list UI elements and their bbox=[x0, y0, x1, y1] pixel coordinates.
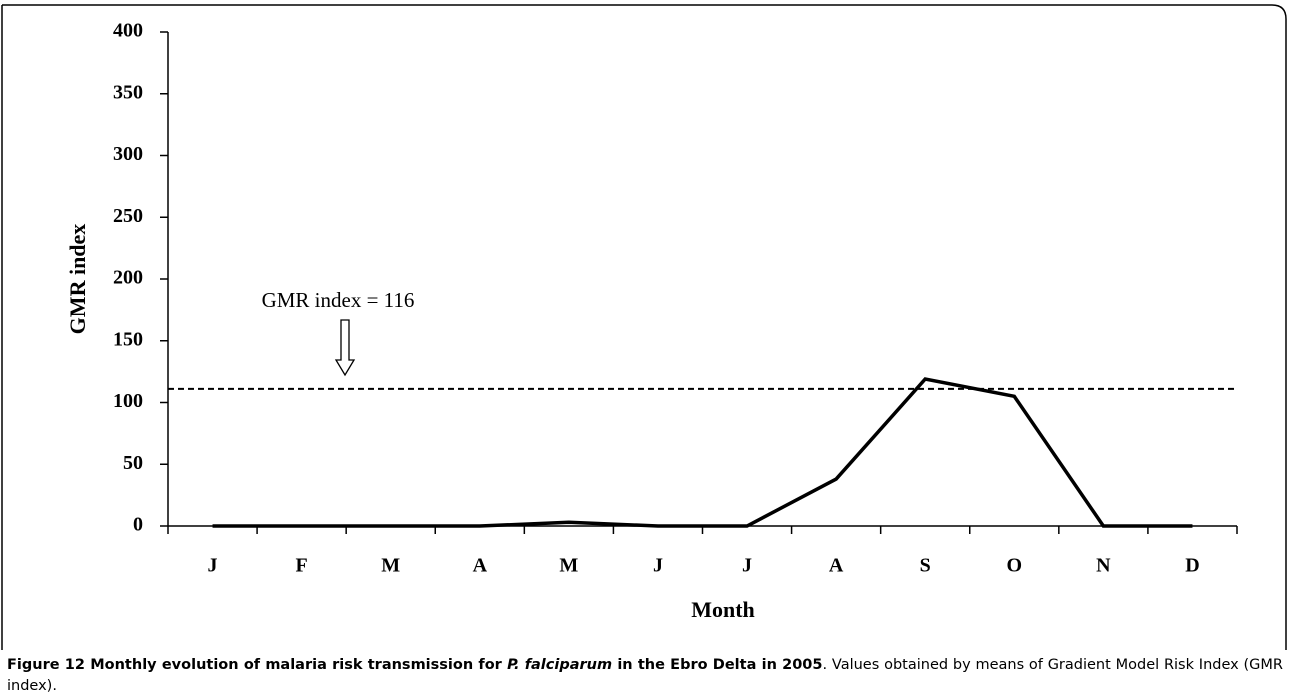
y-tick-label: 200 bbox=[113, 267, 143, 289]
caption-title: in the Ebro Delta in 2005 bbox=[612, 657, 823, 673]
y-tick-label: 100 bbox=[113, 390, 143, 412]
y-tick-label: 50 bbox=[123, 452, 143, 474]
y-tick-label: 350 bbox=[113, 81, 143, 103]
caption: Figure 12 Monthly evolution of malaria r… bbox=[7, 655, 1283, 697]
caption-text: . Values obtained by means of Gradient M… bbox=[7, 657, 1283, 694]
y-tick-label: 400 bbox=[113, 20, 143, 42]
y-tick-label: 250 bbox=[113, 205, 143, 227]
annotation-arrow bbox=[334, 319, 356, 377]
x-tick-label: D bbox=[1185, 555, 1199, 577]
y-tick-label: 0 bbox=[133, 514, 143, 536]
figure-border bbox=[1, 4, 1287, 650]
x-axis-label: Month bbox=[691, 597, 755, 622]
x-tick-label: N bbox=[1096, 555, 1111, 577]
x-tick-label: O bbox=[1007, 555, 1023, 577]
x-tick-label: J bbox=[208, 555, 218, 577]
y-tick-label: 150 bbox=[113, 328, 143, 350]
x-tick-label: S bbox=[920, 555, 931, 577]
data-line bbox=[212, 377, 1193, 528]
caption-title: Monthly evolution of malaria risk transm… bbox=[84, 657, 508, 673]
annotation: GMR index = 116 bbox=[262, 288, 415, 312]
x-tick-label: A bbox=[829, 555, 844, 577]
caption-label: Figure 12 bbox=[7, 657, 85, 673]
caption-species: P. falciparum bbox=[507, 657, 613, 673]
y-axis-label: GMR index bbox=[65, 224, 90, 335]
x-tick-label: F bbox=[296, 555, 308, 577]
x-tick-label: M bbox=[559, 555, 578, 577]
x-tick-label: J bbox=[742, 555, 752, 577]
x-tick-label: J bbox=[653, 555, 663, 577]
y-tick-label: 300 bbox=[113, 143, 143, 165]
x-tick-label: A bbox=[473, 555, 488, 577]
x-tick-label: M bbox=[381, 555, 400, 577]
